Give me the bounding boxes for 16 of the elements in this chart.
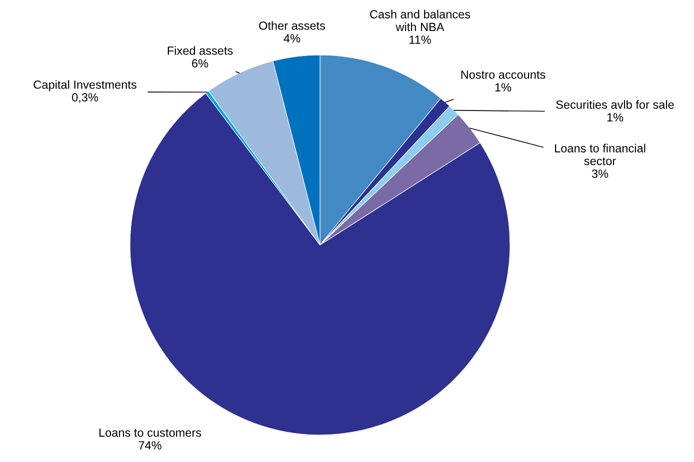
slice-label: Nostro accounts xyxy=(461,70,546,79)
data-label: 1% xyxy=(607,113,624,122)
slice-label: Loans to customers xyxy=(99,428,202,437)
data-label: 74% xyxy=(138,441,162,450)
data-label: 3% xyxy=(592,170,608,178)
slice-label: Cash and balances with NBA xyxy=(370,10,470,32)
data-label: 11% xyxy=(410,36,431,44)
slice-label: Other assets xyxy=(259,21,326,30)
data-label: 0,3% xyxy=(72,93,98,103)
data-label: 6% xyxy=(192,59,208,68)
slice-label: Securities avlb for sale xyxy=(556,100,674,109)
data-label: 4% xyxy=(284,34,300,42)
data-label: 1% xyxy=(495,83,512,92)
slice-label: Fixed assets xyxy=(168,46,233,55)
slice-label: Capital Investments xyxy=(34,80,136,92)
slice-label: Loans to financial sector xyxy=(555,144,646,166)
